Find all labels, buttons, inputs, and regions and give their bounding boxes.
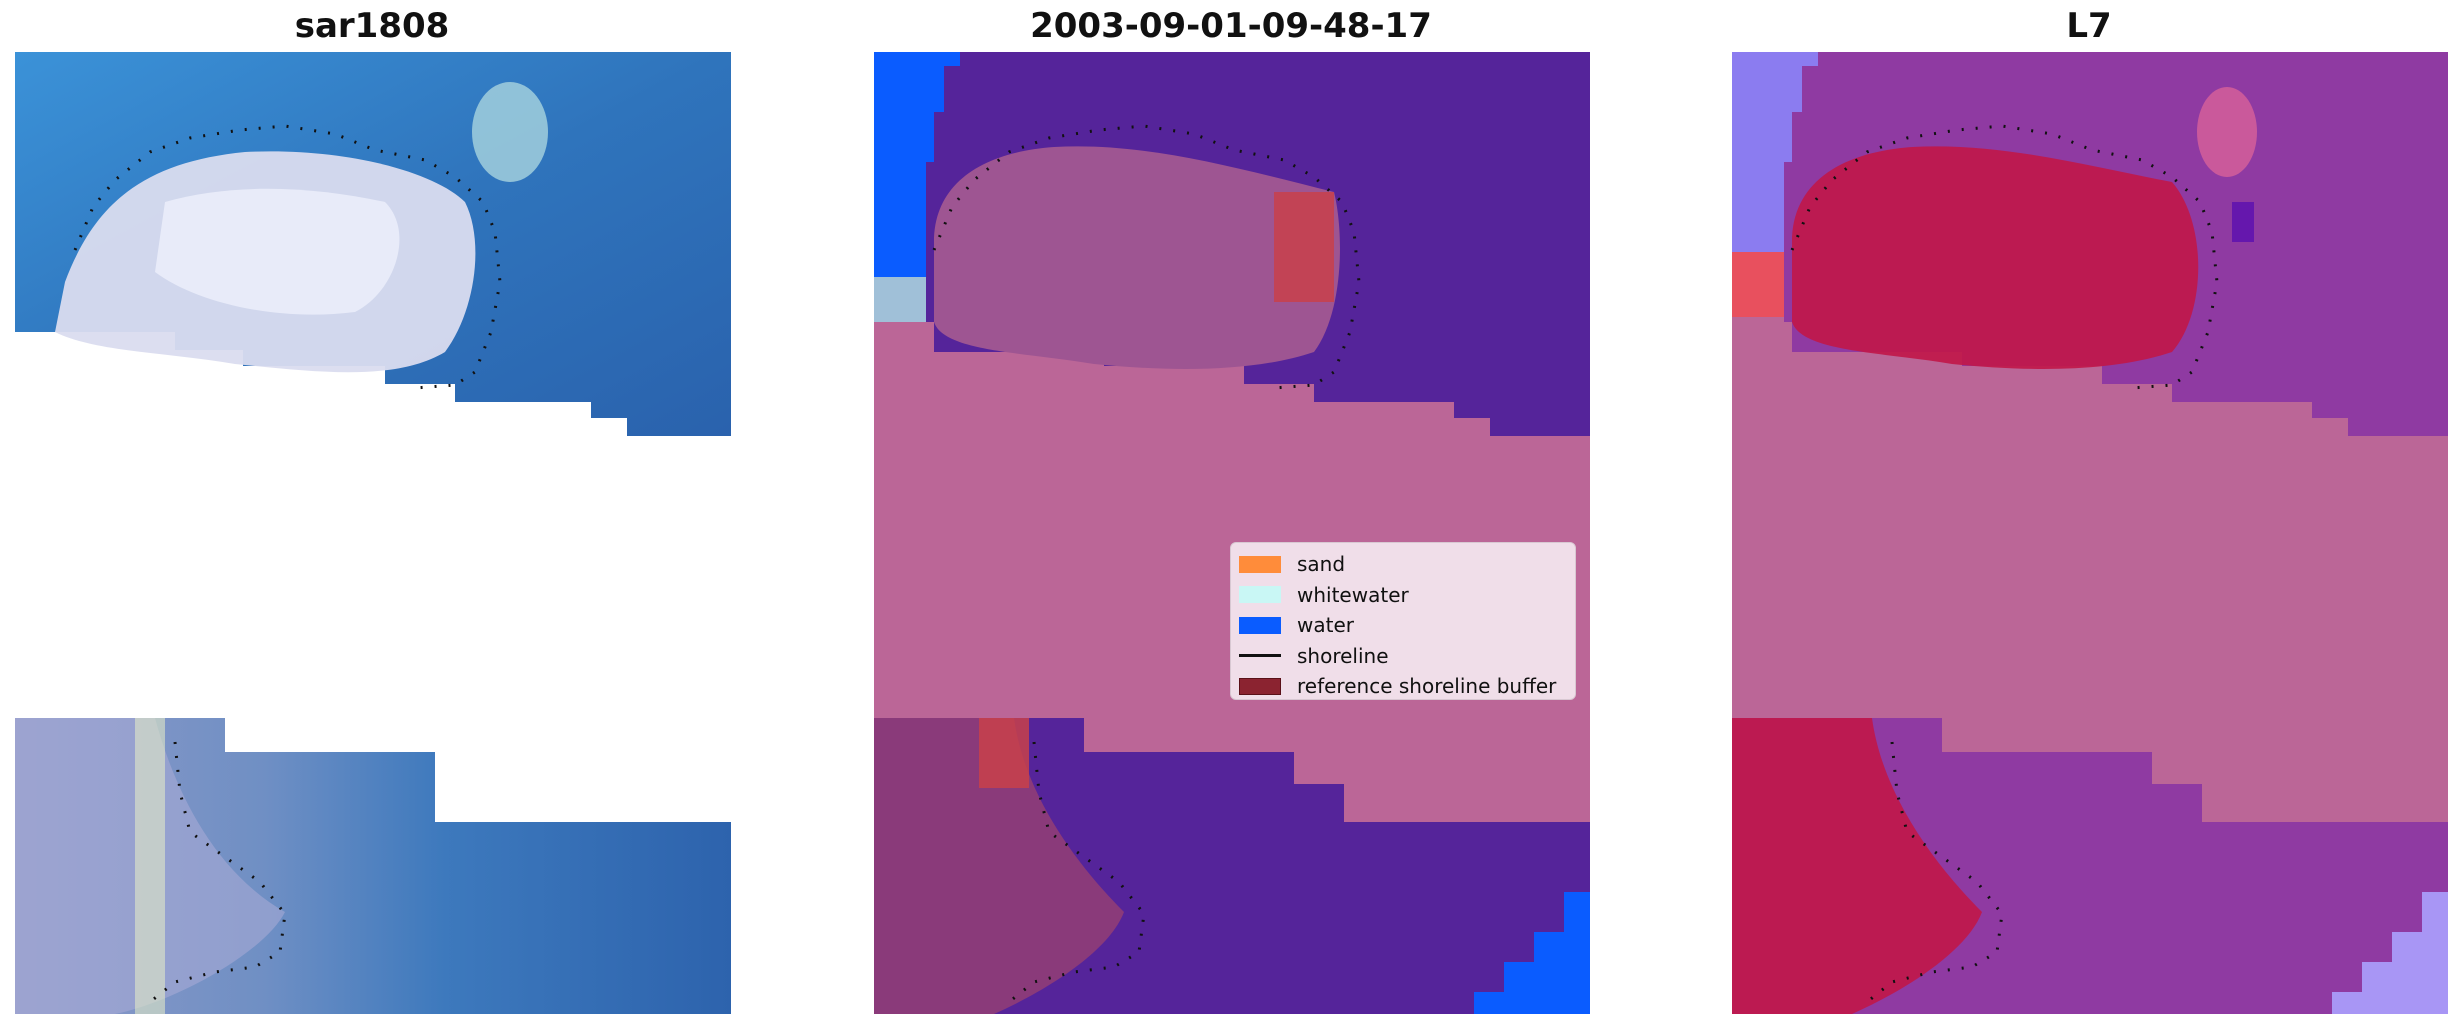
reference-buffer bbox=[979, 718, 1029, 788]
legend-label: water bbox=[1297, 613, 1354, 638]
l7-red-bottom bbox=[1732, 718, 1982, 1014]
l7-red-edge bbox=[1732, 252, 1784, 317]
legend-label: shoreline bbox=[1297, 643, 1389, 668]
reference-buffer bbox=[1274, 192, 1334, 302]
legend-item-whitewater: whitewater bbox=[1239, 580, 1567, 611]
water-blue-bottom bbox=[1474, 892, 1590, 1014]
legend: sand whitewater water shoreline referenc… bbox=[1230, 542, 1576, 700]
land-class bbox=[874, 718, 1124, 1014]
panel-title: 2003-09-01-09-48-17 bbox=[1030, 6, 1432, 46]
legend-item-water: water bbox=[1239, 610, 1567, 641]
classification-image bbox=[874, 52, 1590, 1014]
panel-title: L7 bbox=[2066, 6, 2112, 46]
cloud-class bbox=[934, 146, 1340, 369]
legend-item-sand: sand bbox=[1239, 549, 1567, 580]
panel-title: sar1808 bbox=[294, 6, 450, 46]
l7-blue-bottom bbox=[2332, 892, 2448, 1014]
rgb-image bbox=[15, 52, 731, 1014]
buffer-swatch bbox=[1239, 677, 1281, 695]
shoreline-swatch bbox=[1239, 654, 1281, 658]
legend-label: sand bbox=[1297, 552, 1346, 577]
l7-red-top bbox=[1792, 146, 2199, 369]
water-blue-top bbox=[874, 52, 960, 277]
legend-item-reference-buffer: reference shoreline buffer bbox=[1239, 671, 1567, 702]
legend-item-shoreline: shoreline bbox=[1239, 641, 1567, 672]
l7-image bbox=[1732, 52, 2448, 1014]
whitewater-swatch bbox=[1239, 586, 1281, 604]
legend-label: whitewater bbox=[1297, 582, 1409, 607]
water-swatch bbox=[1239, 616, 1281, 634]
l7-blue-top bbox=[1732, 52, 1818, 252]
legend-label: reference shoreline buffer bbox=[1297, 674, 1557, 699]
sand-swatch bbox=[1239, 555, 1281, 573]
